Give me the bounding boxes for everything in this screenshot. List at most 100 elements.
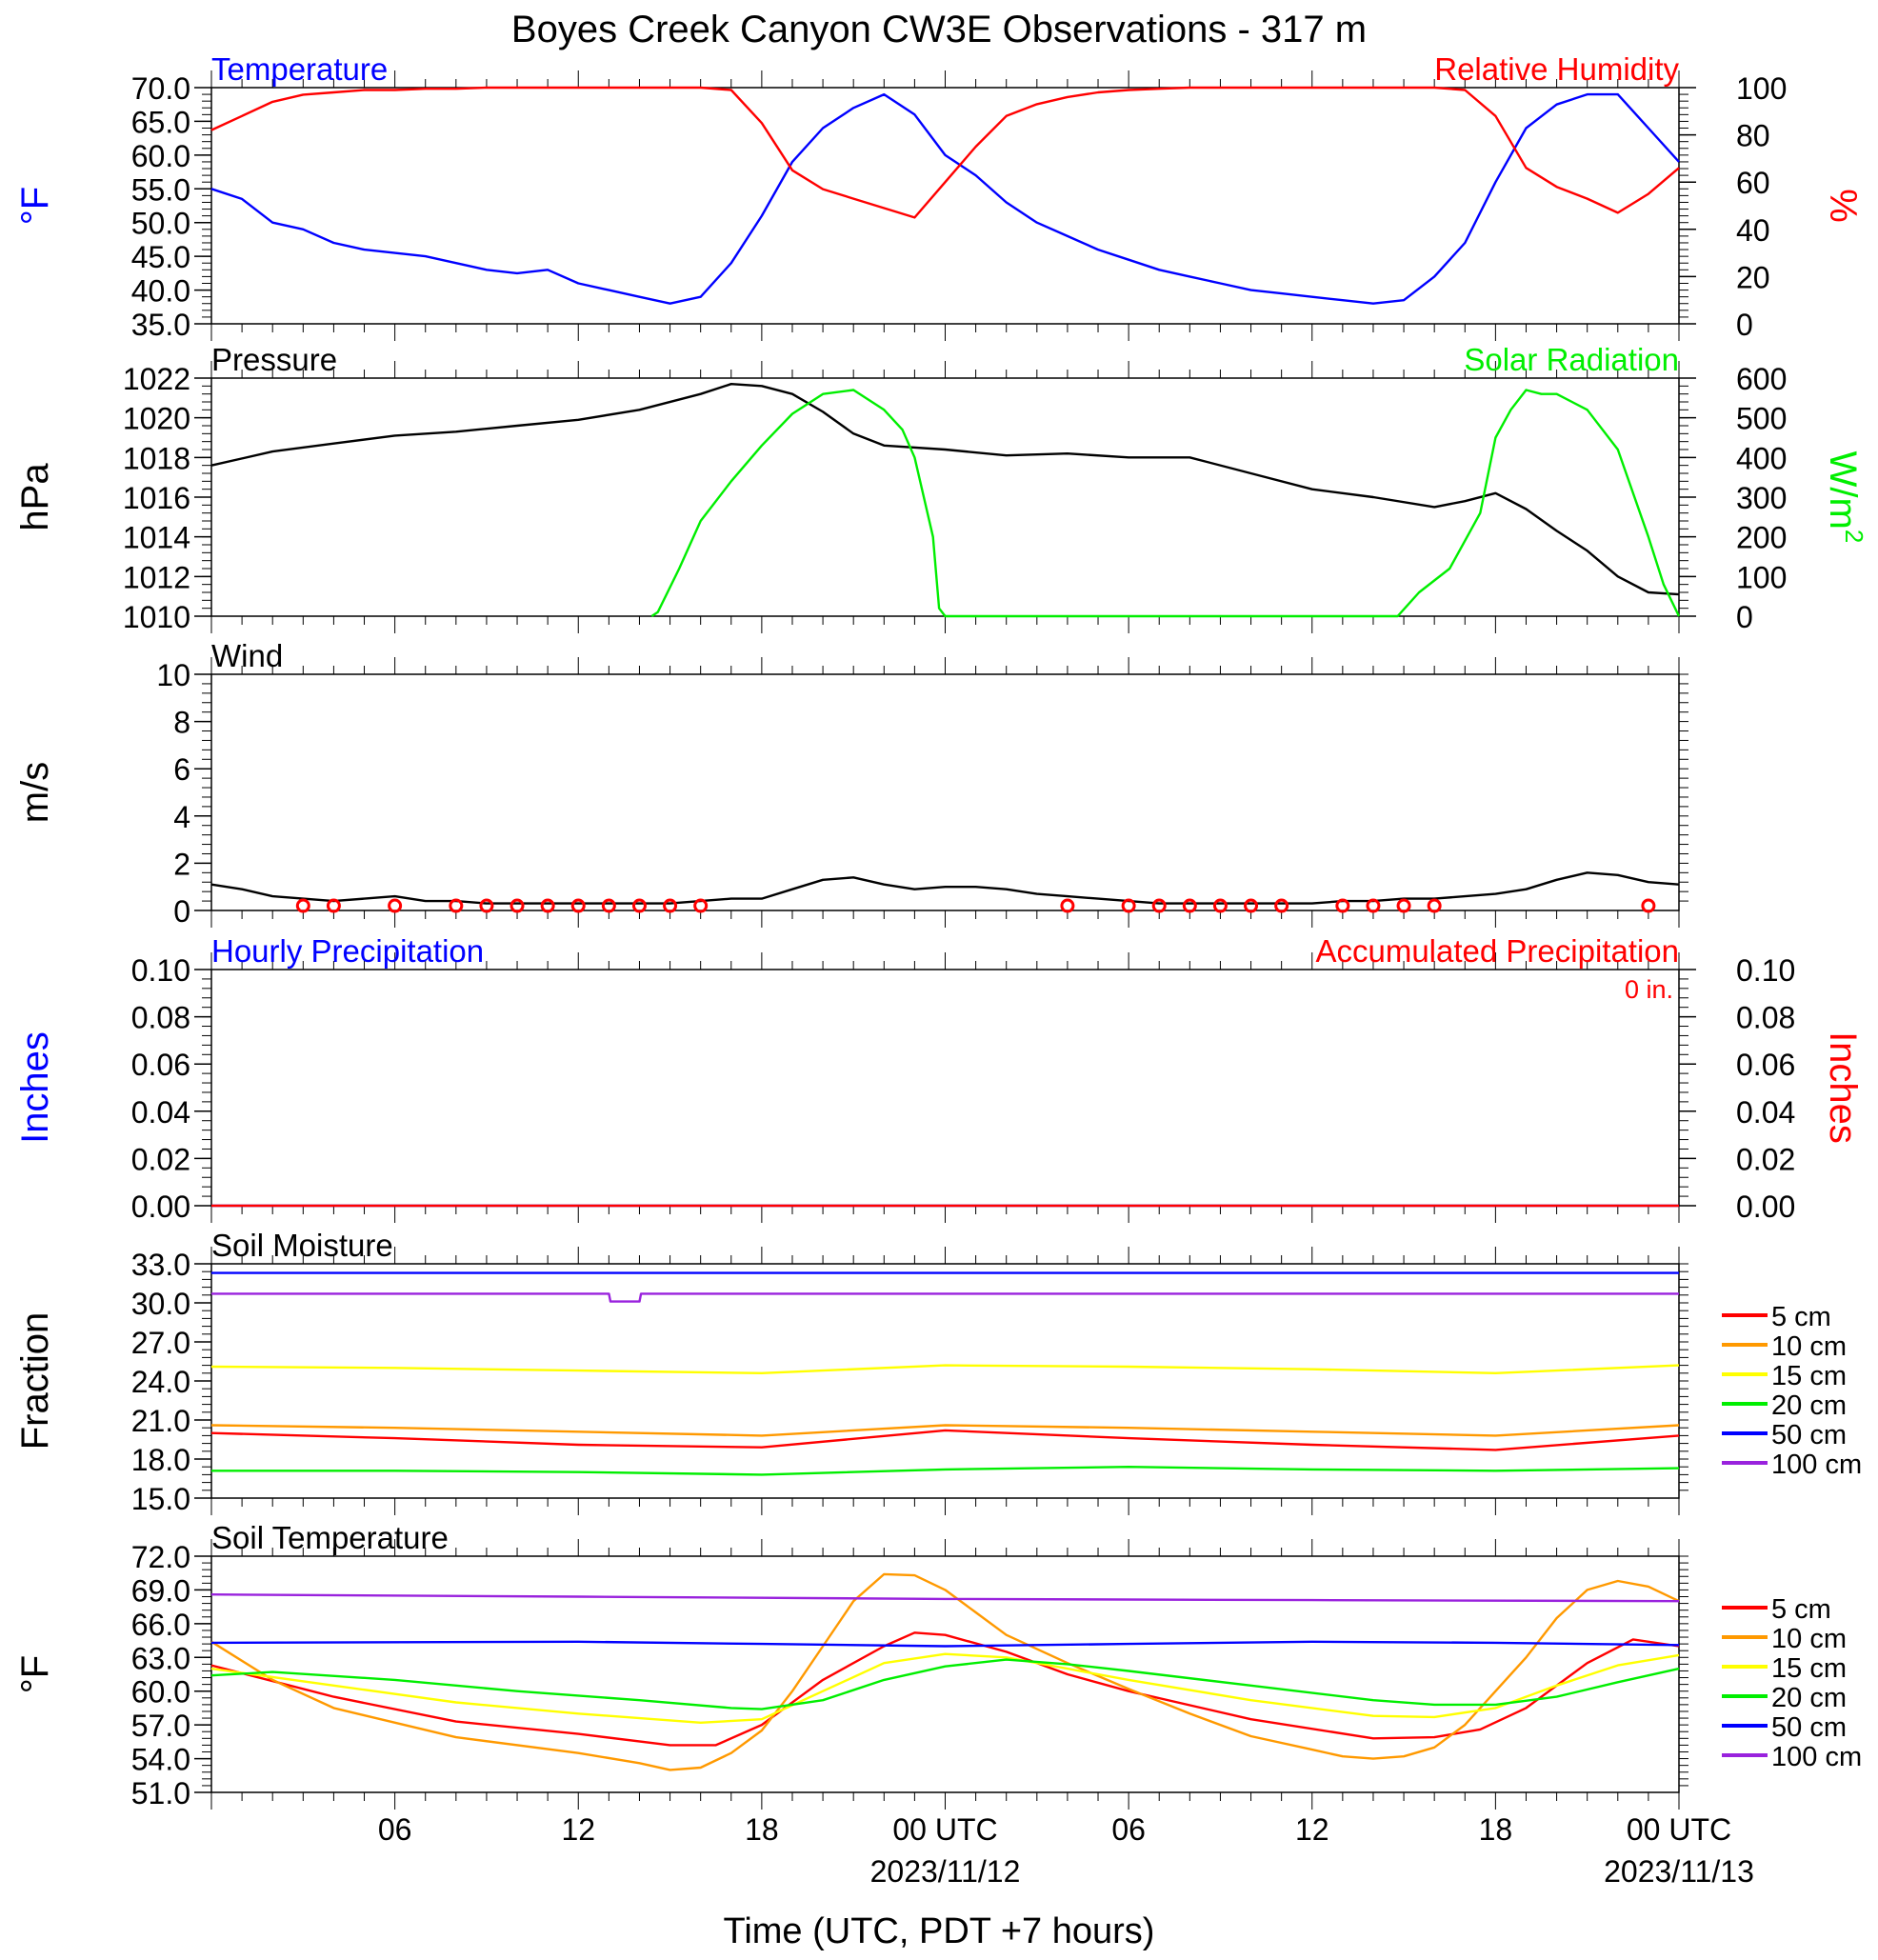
- legend-label: 10 cm: [1771, 1624, 1847, 1654]
- panels: 35.040.045.050.055.060.065.070.002040608…: [14, 51, 1868, 1810]
- y-tick-label-left: 10: [156, 658, 190, 692]
- y-tick-label-right: 0.00: [1736, 1190, 1795, 1224]
- y-tick-label-left: 1020: [123, 402, 190, 436]
- y-tick-label-left: 40.0: [131, 274, 190, 309]
- y-tick-label-left: 2: [173, 847, 190, 881]
- legend-label: 5 cm: [1771, 1302, 1831, 1332]
- series-line-1-0: [210, 383, 1680, 596]
- x-tick-label: 00 UTC: [1627, 1812, 1731, 1847]
- y-tick-label-left: 1022: [123, 362, 190, 396]
- series-line-5-4: [210, 1640, 1680, 1648]
- y-axis-label-right-text: %: [1822, 189, 1864, 223]
- y-tick-label-right: 0.10: [1736, 953, 1795, 988]
- y-axis-label-right: Inches: [1822, 1031, 1864, 1144]
- panel-title-left: Hourly Precipitation: [211, 933, 484, 969]
- y-tick-label-left: 0.08: [131, 1001, 190, 1035]
- calm-wind-marker: [693, 898, 709, 913]
- panel-title-left: Soil Temperature: [211, 1520, 449, 1555]
- x-tick-label: 18: [1479, 1812, 1513, 1847]
- y-tick-label-left: 24.0: [131, 1365, 190, 1399]
- series-line-5-5: [210, 1592, 1680, 1603]
- series-line-5-2: [210, 1652, 1680, 1725]
- panel-title-right: Relative Humidity: [1434, 51, 1679, 87]
- y-tick-label-left: 6: [173, 752, 190, 787]
- y-tick-label-left: 57.0: [131, 1709, 190, 1743]
- panel-annotation: 0 in.: [1625, 975, 1673, 1004]
- y-tick-label-left: 30.0: [131, 1287, 190, 1321]
- y-tick-label-left: 0.02: [131, 1142, 190, 1176]
- calm-wind-marker: [663, 898, 678, 913]
- series-line-0-0: [210, 92, 1680, 305]
- legend-label: 15 cm: [1771, 1361, 1847, 1391]
- y-tick-label-left: 1016: [123, 481, 190, 515]
- x-tick-label: 18: [745, 1812, 779, 1847]
- panel-title-left: Soil Moisture: [211, 1228, 393, 1263]
- x-tick-date: 2023/11/13: [1604, 1854, 1754, 1889]
- panel-title-left: Temperature: [211, 51, 388, 87]
- y-tick-label-left: 55.0: [131, 172, 190, 207]
- y-tick-label-left: 0: [173, 894, 190, 929]
- y-tick-label-left: 4: [173, 800, 190, 834]
- calm-wind-marker: [540, 898, 555, 913]
- y-tick-label-right: 0.06: [1736, 1048, 1795, 1082]
- series-line-4-0: [210, 1429, 1680, 1451]
- y-tick-label-right: 300: [1736, 481, 1787, 515]
- y-axis-label-left: °F: [14, 1655, 56, 1693]
- y-axis-label-right: W/m2: [1822, 451, 1868, 544]
- x-axis: 06 12 18 00 UTC 2023/11/12 06 12 18 00 UTC 2023/1…: [378, 1812, 1754, 1889]
- x-tick-date: 2023/11/12: [870, 1854, 1021, 1889]
- y-tick-label-right: 20: [1736, 260, 1770, 294]
- y-tick-label-left: 51.0: [131, 1776, 190, 1810]
- y-tick-label-right: 0: [1736, 600, 1753, 634]
- y-axis-label-right-text: W/m: [1822, 451, 1864, 530]
- series-line-5-1: [210, 1572, 1680, 1771]
- y-tick-label-left: 8: [173, 706, 190, 740]
- calm-wind-marker: [1212, 898, 1228, 913]
- panel-1: 1010 1012 1014 1016 1018 1020 1022 0 100 200 300 40…: [14, 342, 1868, 634]
- y-tick-label-left: 1018: [123, 441, 190, 475]
- y-axis-label-right-sup: 2: [1840, 530, 1868, 543]
- y-tick-label-right: 0.02: [1736, 1142, 1795, 1176]
- series-line-4-5: [211, 1292, 1679, 1303]
- panel-frame: [210, 1555, 1680, 1793]
- y-tick-label-right: 40: [1736, 213, 1770, 248]
- panel-3: 0.00 0.02 0.04 0.06 0.08 0.10 0.00 0.02 0.04 0.06…: [14, 933, 1864, 1224]
- panel-4: 15.0 18.0 21.0 24.0 27.0 30.0 33.0 Soil Moistur…: [14, 1228, 1862, 1516]
- calm-wind-marker: [326, 898, 341, 913]
- x-axis-label: Time (UTC, PDT +7 hours): [724, 1911, 1155, 1951]
- y-tick-label-right: 100: [1736, 560, 1787, 594]
- x-tick-label: 12: [561, 1812, 595, 1847]
- legend-label: 50 cm: [1771, 1712, 1847, 1743]
- calm-wind-marker: [1335, 898, 1350, 913]
- panel-5: 51.054.057.060.063.066.069.072.0 Soil Tem…: [14, 1520, 1862, 1810]
- series-line-1-1: [650, 389, 1681, 618]
- y-tick-label-left: 33.0: [131, 1248, 190, 1282]
- calm-wind-marker: [601, 898, 616, 913]
- panel-2: 0 2 4 6 8 10 Wind m/s: [14, 638, 1688, 929]
- x-tick-label: 12: [1295, 1812, 1329, 1847]
- y-axis-label-left: hPa: [14, 463, 56, 531]
- series-line-2-0: [210, 871, 1680, 905]
- panel-title-left: Pressure: [211, 342, 337, 377]
- y-tick-label-right: 200: [1736, 521, 1787, 555]
- calm-wind-marker: [388, 898, 403, 913]
- y-axis-label-left: Fraction: [14, 1312, 56, 1450]
- y-tick-label-left: 21.0: [131, 1404, 190, 1438]
- y-tick-label-left: 1012: [123, 560, 190, 594]
- y-tick-label-right: 500: [1736, 402, 1787, 436]
- y-tick-label-left: 1014: [123, 521, 190, 555]
- series-line-0-1: [210, 86, 1680, 219]
- calm-wind-marker: [570, 898, 586, 913]
- y-tick-label-right: 0.04: [1736, 1095, 1795, 1130]
- y-tick-label-left: 50.0: [131, 207, 190, 241]
- y-tick-label-left: 1010: [123, 600, 190, 634]
- y-tick-label-left: 45.0: [131, 240, 190, 274]
- panel-frame: [210, 1263, 1680, 1499]
- y-tick-label-right: 400: [1736, 441, 1787, 475]
- series-line-4-2: [210, 1364, 1680, 1375]
- chart-title: Boyes Creek Canyon CW3E Observations - 3…: [511, 9, 1367, 50]
- y-axis-label-left: m/s: [14, 762, 56, 823]
- calm-wind-marker: [1396, 898, 1411, 913]
- calm-wind-marker: [295, 898, 310, 913]
